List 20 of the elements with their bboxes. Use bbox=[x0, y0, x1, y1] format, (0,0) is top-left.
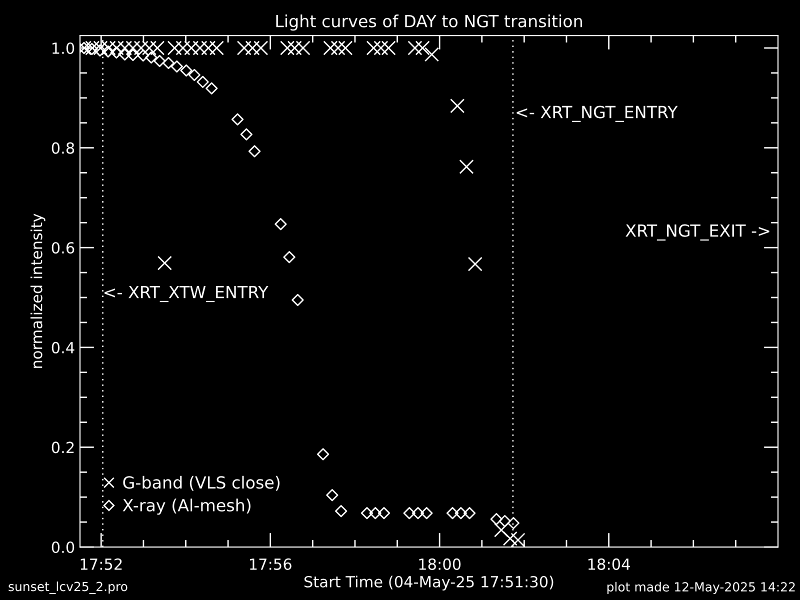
chart-title: Light curves of DAY to NGT transition bbox=[276, 14, 582, 31]
legend-label: X-ray (Al-mesh) bbox=[122, 498, 250, 515]
text: sunset_lcv25_2.pro bbox=[8, 582, 128, 594]
text: plot made 12-May-2025 14:22 bbox=[607, 582, 795, 594]
x-tick-label: 18:00 bbox=[419, 558, 461, 570]
annotation: <- XRT_NGT_ENTRY bbox=[516, 106, 678, 122]
annotation: <- XRT_XTW_ENTRY bbox=[104, 286, 268, 302]
x-tick-label: 17:56 bbox=[250, 558, 292, 570]
y-tick-label: 1.0 bbox=[52, 42, 74, 54]
y-tick-label: 0.4 bbox=[52, 342, 74, 354]
y-tick-label: 0.8 bbox=[52, 142, 74, 154]
annotation: XRT_NGT_EXIT -> bbox=[626, 224, 770, 241]
legend-label: G-band (VLS close) bbox=[123, 476, 280, 491]
y-tick-label: 0.0 bbox=[52, 541, 74, 554]
x-tick-label: 18:04 bbox=[588, 558, 630, 570]
x-tick-label: 17:52 bbox=[80, 558, 122, 570]
y-tick-label: 0.2 bbox=[52, 442, 74, 454]
y-tick-label: 0.6 bbox=[52, 242, 74, 254]
y-axis-title: normalized intensity bbox=[30, 214, 46, 368]
x-axis-title: Start Time (04-May-25 17:51:30) bbox=[304, 576, 554, 590]
